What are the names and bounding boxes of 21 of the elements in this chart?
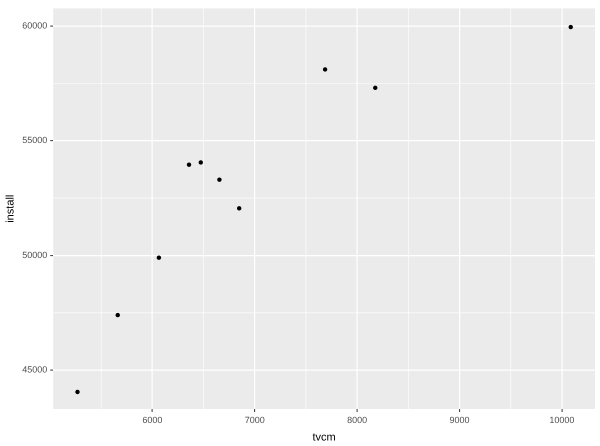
x-tick-label: 10000 xyxy=(549,414,574,425)
point xyxy=(116,312,120,318)
point xyxy=(156,256,162,260)
point xyxy=(217,177,222,182)
y-tick-label: 50000 xyxy=(22,250,48,260)
x-tick-label: 7000 xyxy=(244,414,265,425)
point xyxy=(75,390,80,394)
x-tick-label: 8000 xyxy=(347,414,368,425)
point xyxy=(322,67,328,72)
point xyxy=(186,162,192,167)
y-tick-label: 55000 xyxy=(22,135,48,146)
y-axis-title: install xyxy=(4,194,17,223)
y-tick-label: 60000 xyxy=(22,20,48,30)
point xyxy=(236,206,242,211)
y-tick-label: 45000 xyxy=(22,364,48,375)
x-tick-label: 6000 xyxy=(142,414,162,425)
x-axis-title: tvcm xyxy=(312,431,336,444)
point xyxy=(568,24,573,30)
x-tick-label: 9000 xyxy=(450,414,470,425)
point xyxy=(373,86,378,90)
point xyxy=(198,160,203,165)
